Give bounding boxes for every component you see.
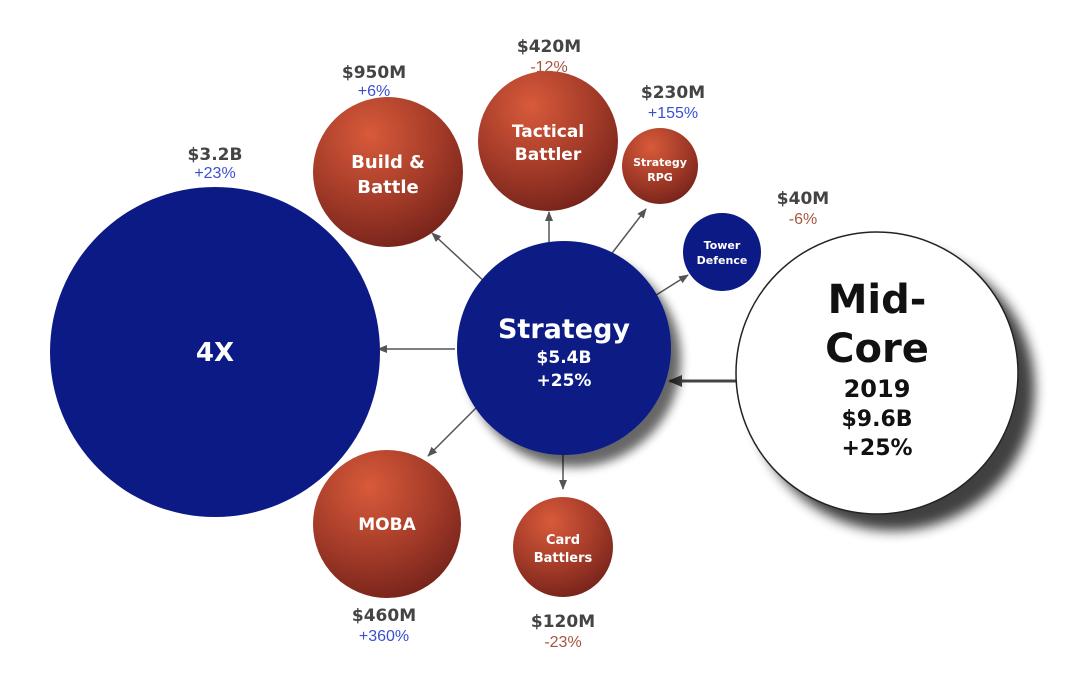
label-strategy-rpg-line2: RPG xyxy=(647,171,673,184)
value-card-battlers: $120M xyxy=(531,612,595,632)
mid-core-title-line1: Mid- xyxy=(828,277,927,323)
value-moba: $460M xyxy=(352,606,416,626)
circle-tower-defence xyxy=(683,213,761,291)
circle-card-battlers xyxy=(513,497,613,597)
circle-tactical-battler xyxy=(478,71,618,211)
strategy-label: Strategy xyxy=(498,314,630,345)
value-4x: $3.2B xyxy=(188,145,243,165)
change-tactical-battler: -12% xyxy=(530,59,567,76)
strategy-node: Strategy $5.4B +25% xyxy=(457,241,671,455)
node-card-battlers: Card Battlers $120M -23% xyxy=(513,497,613,651)
arrow-to-build-battle xyxy=(431,232,488,285)
label-moba-line1: MOBA xyxy=(358,515,416,535)
node-build-battle: Build & Battle $950M +6% xyxy=(313,63,463,247)
label-card-battlers-line1: Card xyxy=(546,533,580,548)
node-tower-defence: Tower Defence $40M -6% xyxy=(683,189,829,291)
node-tactical-battler: Tactical Battler $420M -12% xyxy=(478,37,618,211)
circle-moba xyxy=(313,450,461,598)
circle-build-battle xyxy=(313,97,463,247)
change-tower-defence: -6% xyxy=(789,211,817,228)
label-card-battlers-line2: Battlers xyxy=(534,551,593,566)
value-strategy-rpg: $230M xyxy=(641,83,705,103)
label-4x-line1: 4X xyxy=(196,338,234,368)
node-4x: 4X $3.2B +23% xyxy=(50,145,380,517)
node-strategy-rpg: Strategy RPG $230M +155% xyxy=(622,83,705,204)
change-4x: +23% xyxy=(194,165,235,182)
mid-core-value: $9.6B xyxy=(841,407,912,432)
change-strategy-rpg: +155% xyxy=(648,105,698,122)
strategy-circle xyxy=(457,241,671,455)
value-tower-defence: $40M xyxy=(777,189,829,209)
arrow-to-moba xyxy=(427,407,477,457)
label-build-battle-line2: Battle xyxy=(357,177,418,198)
circle-strategy-rpg xyxy=(622,128,698,204)
mid-core-circle xyxy=(735,231,1019,515)
value-tactical-battler: $420M xyxy=(517,37,581,57)
mid-core-node: Mid- Core 2019 $9.6B +25% xyxy=(735,231,1019,515)
label-tower-defence-line1: Tower xyxy=(704,239,741,252)
arrow-to-tower-defence xyxy=(652,274,689,298)
mid-core-title-line2: Core xyxy=(825,326,929,372)
change-card-battlers: -23% xyxy=(544,634,581,651)
label-tactical-battler-line1: Tactical xyxy=(512,122,584,142)
label-tower-defence-line2: Defence xyxy=(697,254,748,267)
label-strategy-rpg-line1: Strategy xyxy=(633,156,687,169)
node-moba: MOBA $460M +360% xyxy=(313,450,461,645)
change-build-battle: +6% xyxy=(358,83,390,100)
mid-core-year: 2019 xyxy=(844,375,911,403)
strategy-change: +25% xyxy=(537,371,592,391)
value-build-battle: $950M xyxy=(342,63,406,83)
change-moba: +360% xyxy=(359,628,409,645)
arrow-to-strategy-rpg xyxy=(605,208,647,262)
label-tactical-battler-line2: Battler xyxy=(515,145,582,165)
mid-core-change: +25% xyxy=(841,436,912,461)
circle-4x xyxy=(50,187,380,517)
label-build-battle-line1: Build & xyxy=(351,152,425,173)
strategy-value: $5.4B xyxy=(537,348,592,368)
